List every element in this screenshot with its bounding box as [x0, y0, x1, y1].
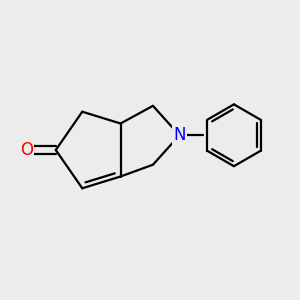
- Text: N: N: [173, 126, 186, 144]
- Text: O: O: [20, 141, 33, 159]
